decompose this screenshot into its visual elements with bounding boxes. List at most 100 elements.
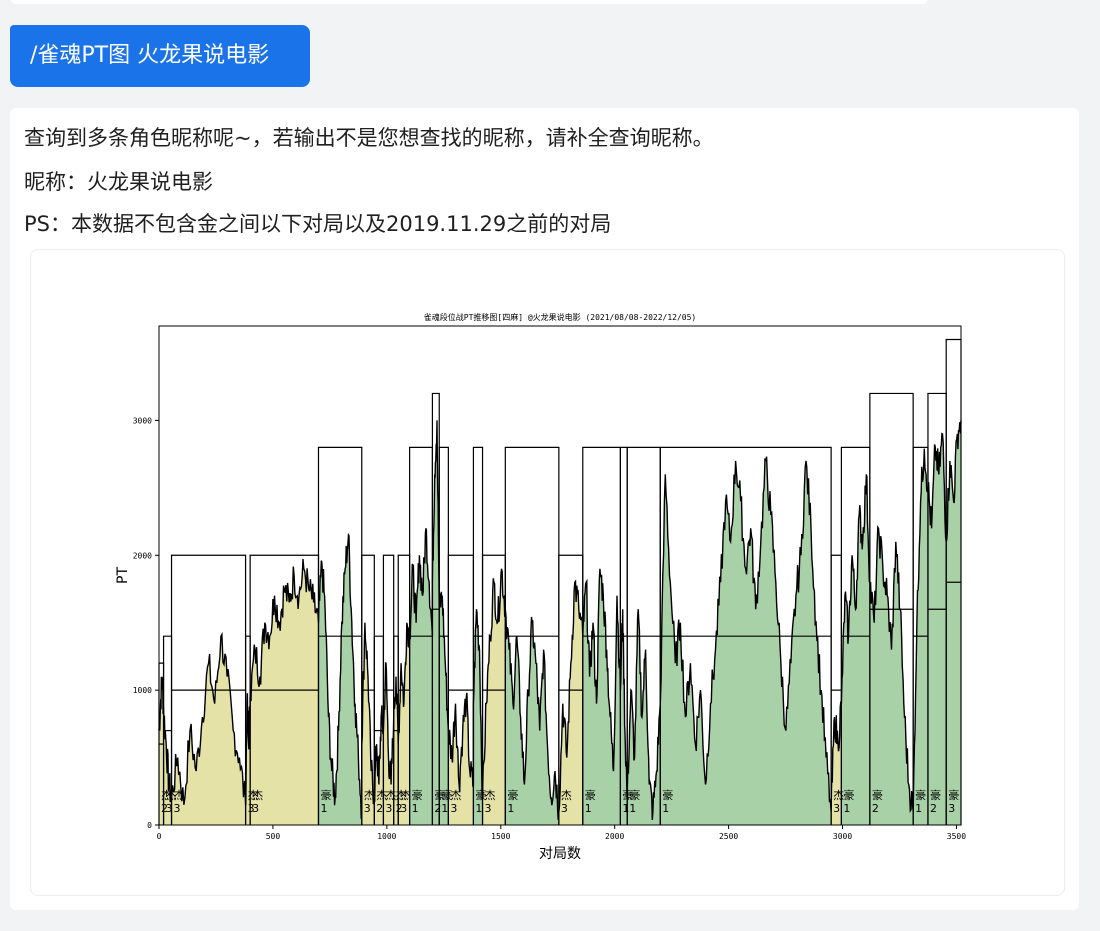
x-tick-label: 0 — [157, 832, 162, 841]
x-tick-label: 2000 — [605, 832, 624, 841]
rank-level-label: 1 — [441, 802, 448, 815]
reply-line-nickname: 昵称：火龙果说电影 — [24, 170, 213, 194]
rank-stage-area — [913, 448, 928, 825]
rank-stage-area — [927, 433, 947, 825]
rank-stage-area — [582, 568, 621, 825]
x-tick-label: 2500 — [719, 832, 738, 841]
plot-axes — [158, 325, 962, 826]
rank-stage-area — [620, 609, 628, 825]
rank-level-label: 3 — [833, 802, 840, 815]
rank-label: 杰 — [385, 789, 396, 802]
rank-level-label: 3 — [174, 802, 181, 815]
rank-stage-area — [473, 609, 483, 825]
rank-level-label: 1 — [585, 802, 592, 815]
rank-label: 豪 — [507, 788, 518, 802]
x-axis-label: 对局数 — [539, 846, 581, 862]
reply-line-ps-note: PS：本数据不包含金之间以下对局以及2019.11.29之前的对局 — [24, 212, 612, 236]
rank-level-label: 3 — [252, 802, 259, 815]
rank-stage-area — [171, 634, 246, 825]
rank-label: 杰 — [161, 789, 172, 802]
x-tick-label: 1500 — [491, 832, 510, 841]
rank-stage-area — [660, 456, 832, 825]
rank-label: 杰 — [833, 789, 844, 802]
bot-reply-card: 查询到多条角色昵称呢~，若输出不是您想查找的昵称，请补全查询昵称。 昵称：火龙果… — [10, 108, 1079, 910]
rank-label: 豪 — [915, 788, 926, 802]
rank-level-label: 1 — [843, 802, 850, 815]
y-tick-label: 3000 — [133, 416, 152, 425]
rank-level-label: 2 — [396, 802, 403, 815]
rank-level-label: 2 — [376, 802, 383, 815]
rank-stage-area — [250, 559, 319, 825]
rank-level-label: 3 — [400, 802, 407, 815]
rank-level-label: 2 — [930, 802, 937, 815]
rank-level-label: 1 — [412, 802, 419, 815]
rank-level-label: 1 — [507, 802, 514, 815]
rank-label: 豪 — [320, 788, 331, 802]
chart-title: 雀魂段位战PT推移图[四麻] @火龙果说电影 (2021/08/08-2022/… — [424, 312, 697, 322]
rank-label: 豪 — [629, 788, 640, 802]
rank-level-label: 3 — [248, 802, 255, 815]
rank-label: 杰 — [166, 789, 177, 802]
rank-stage-area — [482, 568, 506, 825]
y-tick-label: 1000 — [133, 686, 152, 695]
rank-level-label: 1 — [320, 802, 327, 815]
pt-chart: 杰2杰3杰3杰3杰3豪1杰3杰2杰3杰2杰3豪1豪2豪1杰3豪1杰3豪1杰3豪1… — [115, 312, 966, 862]
y-tick-label: 0 — [147, 821, 152, 830]
rank-level-label: 3 — [364, 802, 371, 815]
x-tick-label: 500 — [266, 832, 281, 841]
rank-label: 豪 — [622, 788, 633, 802]
rank-stage-area — [245, 693, 251, 825]
rank-label: 豪 — [872, 788, 883, 802]
rank-level-label: 3 — [450, 802, 457, 815]
rank-stage-area — [869, 527, 914, 825]
rank-label: 豪 — [434, 788, 445, 802]
rank-stage-area — [439, 591, 449, 825]
rank-stage-area — [841, 474, 870, 825]
rank-label: 豪 — [843, 788, 854, 802]
rank-label: 杰 — [252, 789, 263, 802]
x-tick-label: 3500 — [947, 832, 966, 841]
rank-label: 杰 — [364, 789, 375, 802]
rank-level-label: 2 — [161, 802, 168, 815]
rank-label: 豪 — [948, 788, 959, 802]
x-tick-label: 3000 — [833, 832, 852, 841]
command-message-bubble: /雀魂PT图 火龙果说电影 — [10, 25, 310, 87]
rank-stage-area — [831, 701, 842, 825]
rank-label: 杰 — [248, 789, 259, 802]
rank-label: 杰 — [485, 789, 496, 802]
rank-label: 杰 — [450, 789, 461, 802]
rank-label: 杰 — [400, 789, 411, 802]
pt-series-line — [158, 420, 962, 820]
rank-level-label: 1 — [622, 802, 629, 815]
rank-level-label: 2 — [872, 802, 879, 815]
y-tick-label: 2000 — [133, 551, 152, 560]
rank-level-label: 3 — [385, 802, 392, 815]
rank-level-label: 3 — [485, 802, 492, 815]
rank-label: 豪 — [475, 788, 486, 802]
rank-stage-area — [361, 622, 375, 825]
rank-level-label: 1 — [475, 802, 482, 815]
rank-level-label: 3 — [561, 802, 568, 815]
rank-label: 杰 — [376, 789, 387, 802]
rank-stage-area — [558, 581, 583, 825]
rank-level-label: 3 — [166, 802, 173, 815]
rank-level-label: 3 — [948, 802, 955, 815]
rank-label: 杰 — [561, 789, 572, 802]
rank-label: 杰 — [396, 789, 407, 802]
reply-line-query-notice: 查询到多条角色昵称呢~，若输出不是您想查找的昵称，请补全查询昵称。 — [24, 126, 714, 150]
rank-level-label: 1 — [915, 802, 922, 815]
rank-stage-area — [946, 420, 961, 825]
rank-label: 豪 — [662, 788, 673, 802]
rank-level-label: 1 — [629, 802, 636, 815]
previous-message-card — [10, 0, 928, 4]
rank-label: 豪 — [930, 788, 941, 802]
rank-label: 豪 — [412, 788, 423, 802]
rank-label: 豪 — [441, 788, 452, 802]
x-tick-label: 1000 — [377, 832, 396, 841]
rank-level-label: 1 — [662, 802, 669, 815]
rank-stage-area — [627, 609, 661, 825]
y-axis-label: PT — [115, 567, 131, 584]
rank-label: 豪 — [585, 788, 596, 802]
rank-level-label: 2 — [434, 802, 441, 815]
